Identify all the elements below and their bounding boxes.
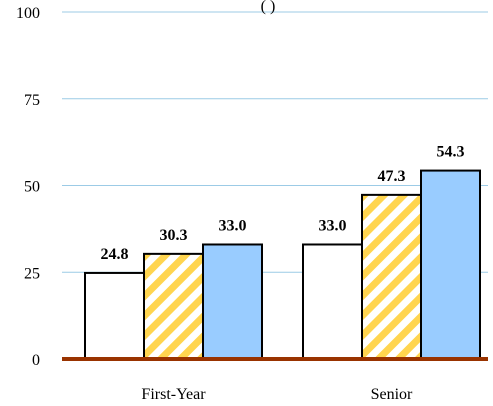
bar xyxy=(302,243,363,361)
y-tick-label: 100 xyxy=(16,5,40,22)
bar xyxy=(143,252,204,360)
data-label: 54.3 xyxy=(437,144,465,161)
bar xyxy=(84,271,145,360)
data-labels: 24.8 30.3 33.0 33.0 47.3 54.3 xyxy=(101,144,465,263)
x-category-label: First-Year xyxy=(141,386,206,403)
y-tick-label: 50 xyxy=(24,179,40,196)
bar xyxy=(202,243,263,361)
y-axis-ticks: 0 25 50 75 100 xyxy=(16,5,40,369)
x-category-label: Senior xyxy=(371,386,413,403)
bar xyxy=(361,193,422,360)
data-label: 47.3 xyxy=(378,168,406,185)
chart-title-fragment: ( ) xyxy=(261,0,276,15)
bar xyxy=(420,169,481,360)
y-tick-label: 0 xyxy=(32,352,40,369)
y-tick-label: 75 xyxy=(24,92,40,109)
data-label: 24.8 xyxy=(101,246,129,263)
data-label: 33.0 xyxy=(319,217,347,234)
bars xyxy=(84,169,481,361)
y-tick-label: 25 xyxy=(24,265,40,282)
data-label: 33.0 xyxy=(219,217,247,234)
x-axis-categories: First-Year Senior xyxy=(141,386,413,403)
data-label: 30.3 xyxy=(160,227,188,244)
